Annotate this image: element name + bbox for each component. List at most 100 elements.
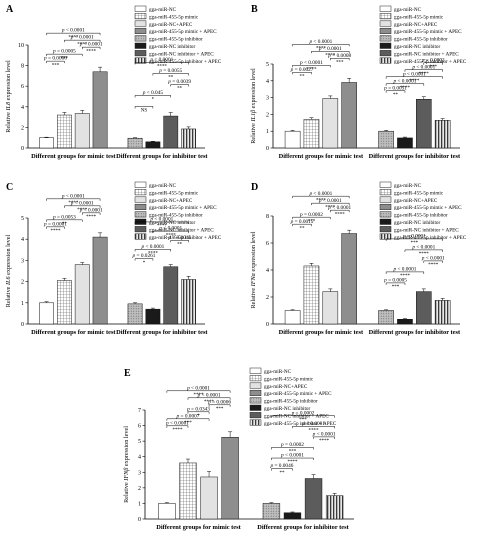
significance-stars: **** xyxy=(325,53,336,58)
p-value-label: p = 0.0002 xyxy=(280,442,304,448)
bar xyxy=(322,291,339,325)
legend-label: gga-miR-NC+APEC xyxy=(394,22,438,28)
significance-stars: ** xyxy=(279,471,285,476)
bar xyxy=(92,71,108,149)
legend-swatch xyxy=(134,211,147,218)
x-group-label: Different groups for inhibitor test xyxy=(257,524,349,531)
significance-stars: **** xyxy=(157,224,168,229)
significance-stars: **** xyxy=(68,201,79,206)
significance-stars: **** xyxy=(400,86,411,91)
legend-label: gga-miR-NC inhibitor + APEC xyxy=(264,413,329,419)
significance-stars: **** xyxy=(319,439,330,444)
significance-stars: **** xyxy=(86,49,97,54)
p-value-label: p < 0.0001 xyxy=(70,200,94,206)
y-tick-label: 10 xyxy=(18,43,24,49)
p-value-label: p = 0.0007 xyxy=(176,413,200,419)
y-tick-label: 4 xyxy=(266,268,269,274)
bar xyxy=(200,476,218,520)
x-group-label: Different groups for mimic test xyxy=(31,329,116,336)
bar xyxy=(397,319,413,325)
legend-swatch xyxy=(379,218,392,225)
panel-letter: E xyxy=(124,368,131,379)
bar xyxy=(284,130,301,149)
y-tick-label: 3 xyxy=(21,258,24,264)
y-tick-label: 0 xyxy=(21,146,24,152)
legend-label: gga-miR-NC inhibitor xyxy=(149,44,196,50)
significance-stars: *** xyxy=(308,219,316,224)
significance-stars: ** xyxy=(177,242,183,247)
p-value-label: p = 0.0039 xyxy=(167,79,191,85)
legend-label: gga-miR-455-5p inhibitor + APEC xyxy=(149,59,222,65)
p-value-label: p < 0.0001 xyxy=(280,453,304,459)
p-value-label: p < 0.045 xyxy=(142,90,164,96)
legend-swatch xyxy=(379,57,392,64)
p-value-label: p = 0.0027 xyxy=(290,67,314,73)
panel-letter: C xyxy=(6,182,13,193)
legend-label: gga-miR-455-5p inhibitor xyxy=(149,37,203,43)
legend-label: gga-miR-NC xyxy=(394,183,422,189)
bar xyxy=(57,114,72,149)
p-value-label: p < 0.0001 xyxy=(393,78,417,84)
bar xyxy=(145,141,161,149)
p-value-label: p = 0.0015 xyxy=(290,219,314,225)
significance-stars: * xyxy=(143,261,146,266)
legend-label: gga-miR-NC+APEC xyxy=(264,384,308,390)
bar xyxy=(127,137,143,149)
y-axis-label: Relative IL8 expression level xyxy=(5,60,12,133)
legend-swatch xyxy=(134,203,147,210)
x-group-label: Different groups for mimic test xyxy=(279,153,364,160)
significance-stars: *** xyxy=(289,450,297,455)
legend-label: gga-miR-NC+APEC xyxy=(149,198,193,204)
significance-stars: **** xyxy=(428,263,439,268)
legend-swatch xyxy=(379,226,392,233)
x-group-label: Different groups for inhibitor test xyxy=(116,329,208,336)
significance-stars: **** xyxy=(419,252,430,257)
p-value-label: p < 0.0001 xyxy=(149,217,173,223)
legend-swatch xyxy=(379,50,392,57)
bar xyxy=(284,310,301,325)
significance-stars: ** xyxy=(300,226,306,231)
panel-letter: A xyxy=(6,4,14,15)
p-value-label: p < 0.0001 xyxy=(79,42,103,48)
p-value-label: p = 0.0006 xyxy=(207,399,231,405)
bar xyxy=(303,265,320,325)
bar xyxy=(322,98,339,149)
legend-swatch xyxy=(134,50,147,57)
significance-stars: *** xyxy=(216,407,224,412)
bar xyxy=(397,137,413,149)
bar xyxy=(303,119,320,149)
bar xyxy=(434,120,451,149)
y-tick-label: 0 xyxy=(266,322,269,328)
p-value-label: p = 0.0002 xyxy=(291,410,315,416)
p-value-label: p = 0.0015 xyxy=(167,235,191,241)
y-axis-label: Relative IFNβ expression level xyxy=(123,426,130,503)
y-tick-label: 2 xyxy=(21,125,24,131)
y-tick-label: 0 xyxy=(138,517,141,523)
significance-stars: ** xyxy=(168,76,174,81)
legend-swatch xyxy=(379,5,392,12)
p-value-label: p = 0.0001 xyxy=(43,221,67,227)
p-value-label: p < 0.0001 xyxy=(197,392,221,398)
significance-stars: **** xyxy=(172,428,183,433)
significance-stars: **** xyxy=(316,46,327,51)
bar xyxy=(283,512,302,520)
p-value-label: p = 0.0006 xyxy=(43,56,67,62)
significance-stars: **** xyxy=(409,79,420,84)
p-value-label: p < 0.0001 xyxy=(411,64,435,70)
bar xyxy=(127,303,143,325)
bar xyxy=(221,437,239,520)
significance-stars: **** xyxy=(157,65,168,70)
legend-label: gga-miR-NC+APEC xyxy=(149,22,193,28)
legend-swatch xyxy=(134,13,147,20)
bar xyxy=(434,300,451,325)
legend-swatch xyxy=(249,412,262,419)
legend-swatch xyxy=(379,27,392,34)
y-tick-label: 6 xyxy=(21,84,24,90)
legend-swatch xyxy=(134,181,147,188)
legend-swatch xyxy=(249,375,262,382)
y-tick-label: 4 xyxy=(21,105,24,111)
legend-label: gga-miR-NC inhibitor + APEC xyxy=(394,227,459,233)
y-tick-label: 4 xyxy=(138,455,141,461)
